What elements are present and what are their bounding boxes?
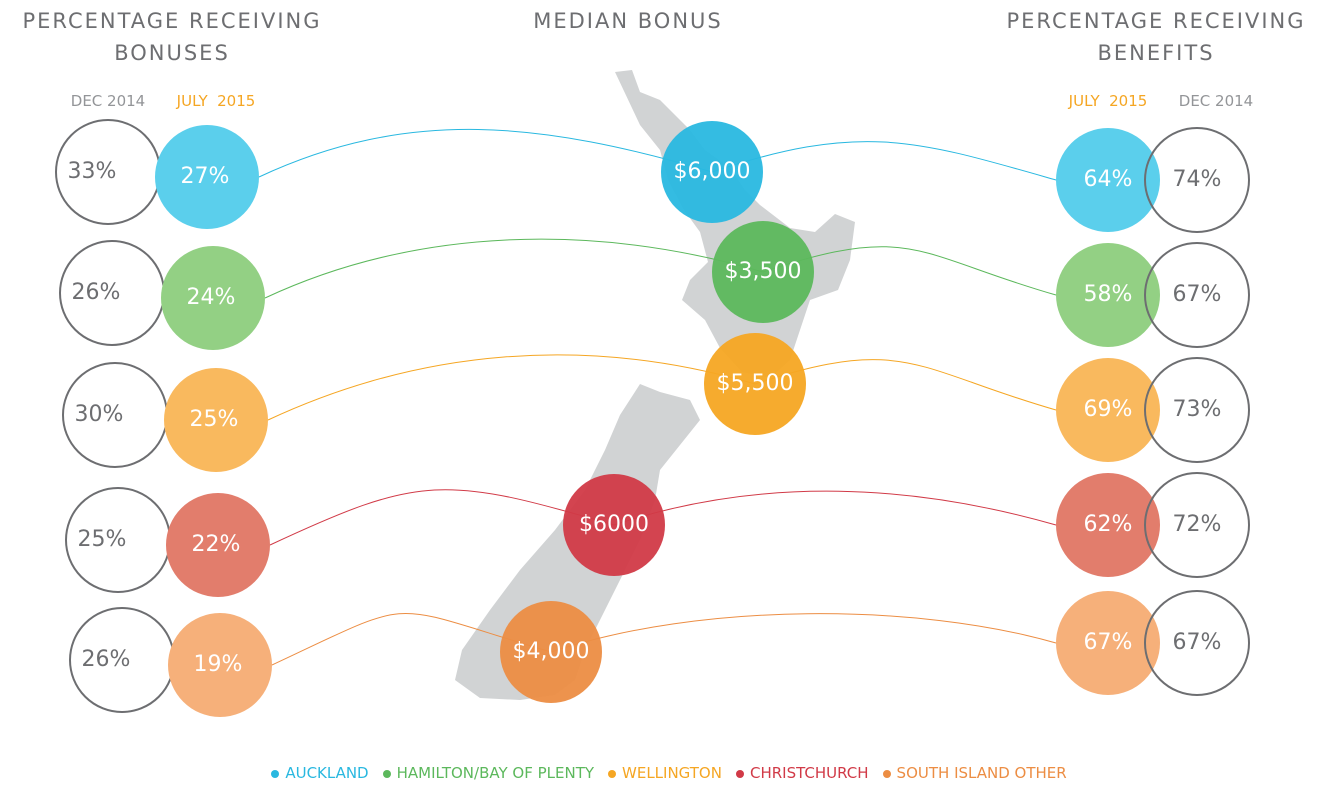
heading-right-2: BENEFITS [1097, 41, 1214, 65]
bonus-july-value: 25% [190, 407, 239, 432]
benefit-dec-circle [1144, 127, 1250, 233]
legend-item: CHRISTCHURCH [735, 764, 869, 782]
median-value: $6,000 [674, 159, 751, 184]
median-value: $4,000 [513, 639, 590, 664]
legend-item: SOUTH ISLAND OTHER [882, 764, 1067, 782]
bonus-dec-value: 26% [82, 647, 131, 672]
col-label-left-dec: DEC 2014 [71, 92, 145, 110]
benefit-dec-circle [1144, 590, 1250, 696]
bonus-july-circle [161, 246, 265, 350]
benefit-july-circle [1056, 128, 1160, 232]
col-label-right-july: JULY 2015 [1068, 92, 1148, 110]
legend-dot [735, 769, 744, 778]
median-circle [661, 121, 763, 223]
heading-left-1: PERCENTAGE RECEIVING [22, 9, 321, 33]
legend-dot [882, 769, 891, 778]
legend-label: SOUTH ISLAND OTHER [896, 764, 1067, 782]
benefit-july-value: 58% [1084, 282, 1133, 307]
benefit-july-value: 62% [1084, 512, 1133, 537]
bonus-july-value: 22% [192, 532, 241, 557]
legend-dot [608, 769, 617, 778]
benefit-dec-circle [1144, 472, 1250, 578]
median-circle [704, 333, 806, 435]
median-circle [563, 474, 665, 576]
legend-dot [382, 769, 391, 778]
map-north-island [615, 70, 855, 378]
legend-item: AUCKLAND [271, 764, 369, 782]
bonus-july-circle [164, 368, 268, 472]
benefit-july-circle [1056, 473, 1160, 577]
legend-label: HAMILTON/BAY OF PLENTY [396, 764, 595, 782]
median-value: $5,500 [717, 371, 794, 396]
connector [271, 613, 1057, 666]
median-value: $3,500 [725, 259, 802, 284]
heading-center: MEDIAN BONUS [533, 9, 722, 33]
benefit-july-circle [1056, 358, 1160, 462]
bonus-july-circle [168, 613, 272, 717]
legend-dot [271, 769, 280, 778]
benefit-july-circle [1056, 243, 1160, 347]
legend: AUCKLAND HAMILTON/BAY OF PLENTY WELLINGTON… [0, 764, 1338, 782]
bonus-july-circle [166, 493, 270, 597]
bonus-dec-value: 26% [72, 280, 121, 305]
median-circle [712, 221, 814, 323]
legend-label: AUCKLAND [285, 764, 369, 782]
benefit-dec-value: 73% [1173, 397, 1222, 422]
bonus-july-value: 27% [181, 164, 230, 189]
benefit-july-value: 69% [1084, 397, 1133, 422]
bonus-dec-value: 33% [68, 159, 117, 184]
benefit-dec-value: 67% [1173, 630, 1222, 655]
bonus-july-value: 19% [194, 652, 243, 677]
legend-item: WELLINGTON [608, 764, 722, 782]
benefit-dec-value: 72% [1173, 512, 1222, 537]
benefit-dec-value: 74% [1173, 167, 1222, 192]
connector [264, 238, 1057, 299]
heading-right-1: PERCENTAGE RECEIVING [1006, 9, 1305, 33]
bonus-july-circle [155, 125, 259, 229]
bonus-dec-value: 25% [78, 527, 127, 552]
median-value: $6000 [579, 512, 649, 537]
col-label-right-dec: DEC 2014 [1179, 92, 1253, 110]
benefit-dec-value: 67% [1173, 282, 1222, 307]
legend-label: WELLINGTON [622, 764, 722, 782]
median-circle [500, 601, 602, 703]
bonus-july-value: 24% [187, 285, 236, 310]
benefit-july-circle [1056, 591, 1160, 695]
benefit-dec-circle [1144, 357, 1250, 463]
legend-item: HAMILTON/BAY OF PLENTY [382, 764, 595, 782]
benefit-july-value: 64% [1084, 167, 1133, 192]
bonus-dec-value: 30% [75, 402, 124, 427]
benefit-july-value: 67% [1084, 630, 1133, 655]
legend-label: CHRISTCHURCH [749, 764, 869, 782]
benefit-dec-circle [1144, 242, 1250, 348]
col-label-left-july: JULY 2015 [176, 92, 256, 110]
heading-left-2: BONUSES [114, 41, 230, 65]
